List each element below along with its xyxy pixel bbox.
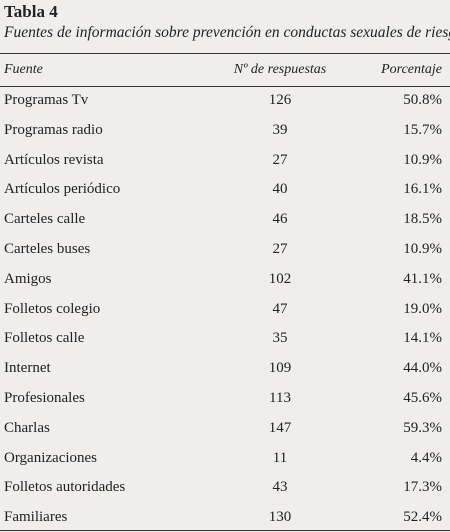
fuente-cell: Amigos bbox=[4, 270, 52, 287]
respuestas-cell: 27 bbox=[272, 241, 288, 257]
porcentaje-cell: 14.1% bbox=[403, 330, 442, 347]
respuestas-cell: 40 bbox=[272, 181, 288, 198]
fuente-cell: Profesionales bbox=[4, 390, 85, 406]
respuestas-cell: 47 bbox=[272, 300, 288, 317]
table-subtitle: Fuentes de información sobre prevención … bbox=[4, 24, 450, 41]
column-header: Nº de respuestas bbox=[233, 62, 327, 77]
fuente-cell: Programas Tv bbox=[4, 92, 89, 108]
respuestas-cell: 43 bbox=[272, 479, 288, 496]
porcentaje-cell: 19.0% bbox=[403, 300, 442, 317]
porcentaje-cell: 41.1% bbox=[403, 270, 442, 287]
porcentaje-cell: 4.4% bbox=[410, 449, 442, 466]
fuente-cell: Folletos autoridades bbox=[4, 479, 126, 496]
porcentaje-cell: 52.4% bbox=[403, 509, 442, 526]
porcentaje-cell: 59.3% bbox=[403, 419, 442, 436]
fuente-cell: Internet bbox=[4, 360, 51, 377]
table-title: Tabla 4 bbox=[4, 2, 58, 21]
fuente-cell: Familiares bbox=[4, 509, 68, 526]
top-rule bbox=[0, 53, 450, 54]
fuente-cell: Carteles buses bbox=[4, 241, 91, 257]
bottom-rule bbox=[0, 530, 450, 531]
fuente-cell: Artículos revista bbox=[4, 151, 104, 168]
fuente-cell: Artículos periódico bbox=[4, 181, 121, 198]
porcentaje-cell: 18.5% bbox=[403, 211, 442, 228]
respuestas-cell: 35 bbox=[272, 330, 288, 347]
respuestas-cell: 126 bbox=[268, 92, 292, 108]
respuestas-cell: 109 bbox=[268, 360, 292, 377]
respuestas-cell: 11 bbox=[272, 449, 288, 466]
header-rule bbox=[0, 86, 450, 87]
respuestas-cell: 147 bbox=[268, 419, 292, 436]
respuestas-cell: 46 bbox=[272, 211, 288, 228]
respuestas-cell: 39 bbox=[272, 121, 288, 138]
porcentaje-cell: 17.3% bbox=[403, 479, 442, 496]
column-header: Porcentaje bbox=[381, 62, 442, 77]
fuente-cell: Organizaciones bbox=[4, 449, 98, 466]
fuente-cell: Charlas bbox=[4, 419, 50, 436]
porcentaje-cell: 15.7% bbox=[403, 121, 442, 138]
fuente-cell: Carteles calle bbox=[4, 211, 86, 228]
porcentaje-cell: 16.1% bbox=[403, 181, 442, 198]
porcentaje-cell: 10.9% bbox=[403, 241, 442, 257]
porcentaje-cell: 44.0% bbox=[403, 360, 442, 377]
respuestas-cell: 130 bbox=[268, 509, 292, 526]
respuestas-cell: 102 bbox=[268, 270, 292, 287]
porcentaje-cell: 10.9% bbox=[403, 151, 442, 168]
fuente-cell: Folletos colegio bbox=[4, 300, 101, 317]
porcentaje-cell: 45.6% bbox=[403, 390, 442, 406]
fuente-cell: Programas radio bbox=[4, 121, 103, 138]
porcentaje-cell: 50.8% bbox=[403, 92, 442, 108]
respuestas-cell: 113 bbox=[269, 390, 291, 406]
respuestas-cell: 27 bbox=[272, 151, 288, 168]
fuente-cell: Folletos calle bbox=[4, 330, 85, 347]
column-header: Fuente bbox=[4, 62, 43, 77]
